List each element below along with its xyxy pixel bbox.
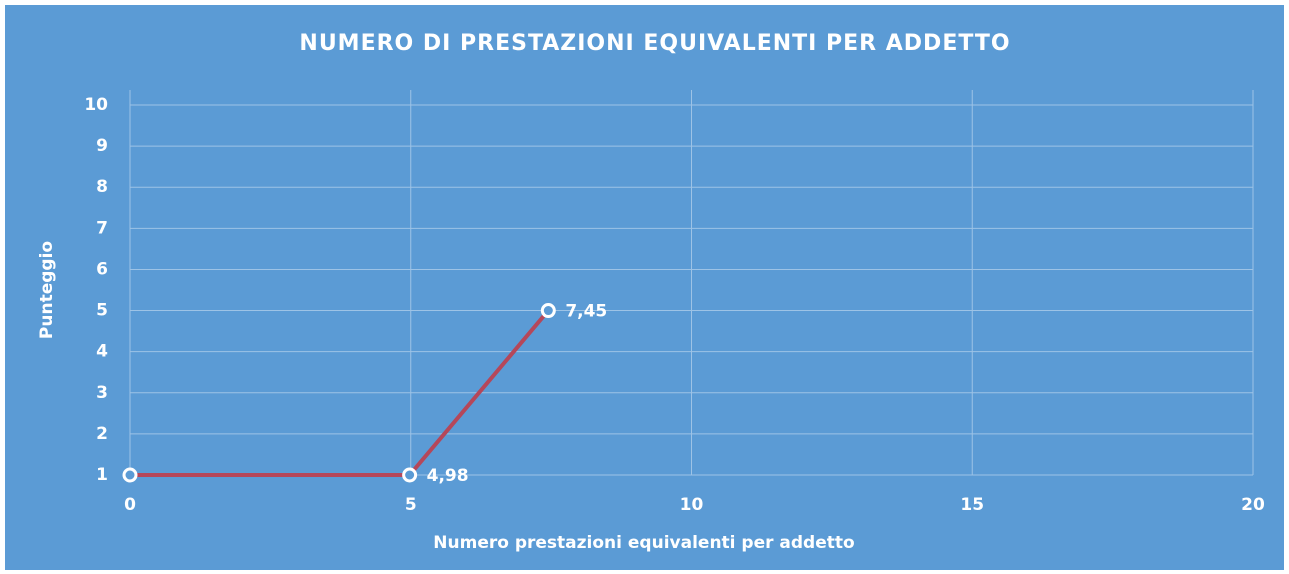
y-tick-label: 8 (96, 177, 108, 197)
y-tick-label: 5 (96, 301, 108, 321)
chart-background (5, 5, 1284, 570)
y-tick-label: 10 (84, 95, 108, 115)
y-tick-label: 7 (96, 218, 108, 238)
data-label: 4,98 (427, 466, 469, 486)
x-tick-label: 20 (1241, 495, 1265, 515)
x-tick-label: 0 (124, 495, 136, 515)
point-marker (122, 467, 138, 483)
x-tick-label: 10 (680, 495, 704, 515)
x-tick-label: 15 (960, 495, 984, 515)
chart-title: NUMERO DI PRESTAZIONI EQUIVALENTI PER AD… (299, 31, 1010, 56)
point-marker (402, 467, 418, 483)
x-tick-label: 5 (405, 495, 417, 515)
y-tick-label: 6 (96, 259, 108, 279)
y-tick-label: 9 (96, 136, 108, 156)
y-tick-label: 3 (96, 383, 108, 403)
data-label: 7,45 (565, 302, 607, 322)
point-marker (540, 303, 556, 319)
y-tick-label: 1 (96, 465, 108, 485)
y-tick-label: 2 (96, 424, 108, 444)
y-tick-label: 4 (96, 342, 108, 362)
y-axis-label: Punteggio (37, 241, 57, 339)
x-axis-label: Numero prestazioni equivalenti per addet… (433, 533, 854, 553)
